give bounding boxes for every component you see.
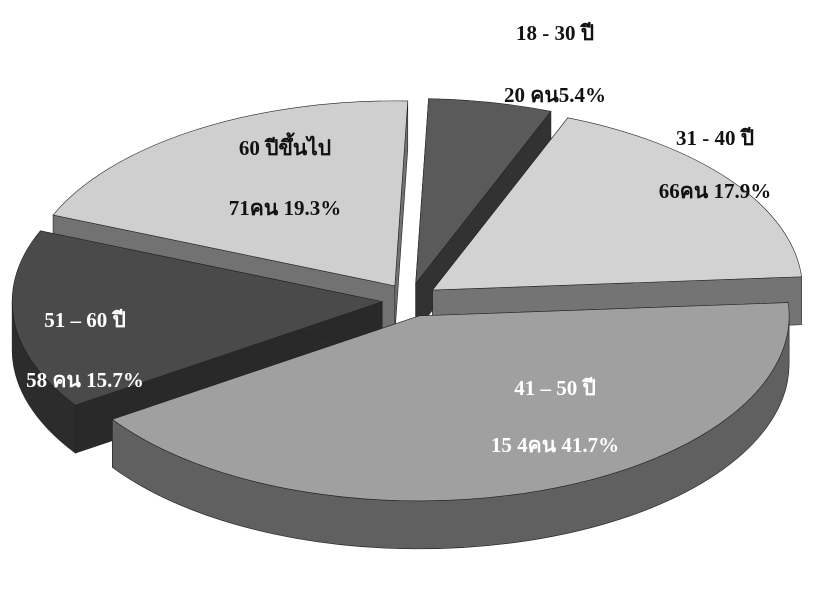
slice	[52, 100, 409, 287]
slice-label: 60 ปีขึ้นไป	[239, 132, 331, 160]
slice	[431, 117, 802, 291]
slice	[415, 98, 552, 285]
slice	[11, 230, 384, 406]
value-label: 20 คน5.4%	[504, 83, 606, 107]
slice-label: 18 - 30 ปี	[516, 21, 594, 45]
value-label: 71คน 19.3%	[229, 196, 341, 220]
slice-label: 51 – 60 ปี	[44, 308, 126, 332]
slice-label: 31 - 40 ปี	[676, 126, 754, 150]
slice	[111, 302, 790, 502]
value-label: 15 4คน 41.7%	[491, 433, 619, 457]
value-label: 58 คน 15.7%	[26, 368, 144, 392]
value-label: 66คน 17.9%	[659, 179, 771, 203]
slice-label: 41 – 50 ปี	[514, 376, 596, 400]
